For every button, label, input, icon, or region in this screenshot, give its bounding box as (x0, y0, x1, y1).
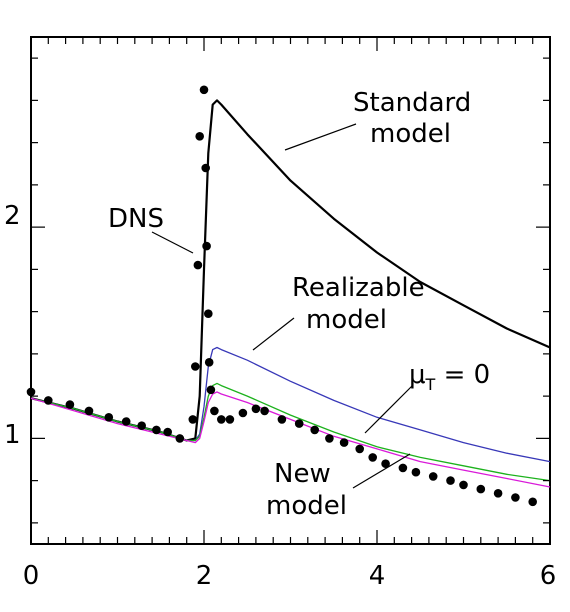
realizable-leader (252, 317, 295, 351)
dns-point (193, 260, 203, 270)
dns-point (446, 476, 455, 485)
dns-point (381, 459, 390, 469)
dns-point (411, 467, 421, 477)
dns-point (339, 438, 349, 447)
new-label-line-1: New (274, 459, 331, 489)
dns-point (493, 489, 503, 498)
dns-point (238, 408, 248, 418)
mu-t-subscript: T (425, 375, 436, 394)
dns-point (195, 132, 204, 141)
y-tick-labels: 1 2 (4, 201, 21, 450)
x-tick-labels: 0 2 4 6 (23, 561, 557, 591)
dns-point (202, 241, 211, 251)
dns-point (204, 309, 213, 319)
dns-point (368, 453, 378, 462)
dns-points (26, 85, 537, 507)
dns-point (26, 387, 36, 397)
dns-point (294, 419, 304, 428)
mu-t-tail: = 0 (435, 360, 490, 390)
mu-t-leader (364, 385, 413, 434)
mu-t-symbol: μ (409, 360, 426, 390)
x-tick-label: 6 (540, 561, 557, 591)
dns-point (201, 163, 210, 173)
mu-t-label: μT = 0 (409, 360, 490, 394)
dns-point (511, 493, 520, 502)
dns-point (398, 463, 408, 473)
dns-point (121, 417, 131, 426)
standard-label-line-2: model (370, 119, 451, 149)
dns-label: DNS (108, 204, 164, 234)
dns-point (152, 425, 161, 435)
dns-point (137, 421, 146, 431)
realizable-label-line-1: Realizable (292, 273, 425, 303)
standard-leader (284, 123, 357, 151)
dns-point (163, 427, 172, 437)
dns-point (175, 434, 185, 443)
dns-point (204, 358, 214, 367)
standard-label-line-1: Standard (353, 88, 471, 118)
dns-point (251, 404, 261, 414)
dns-point (206, 385, 216, 395)
dns-point (104, 413, 114, 422)
x-tick-label: 4 (369, 561, 386, 591)
annotations: DNS Standard model Realizable model μT =… (108, 88, 490, 521)
x-tick-label: 0 (23, 561, 40, 591)
dns-point (217, 415, 226, 424)
dns-point (325, 434, 334, 443)
new-label-line-2: model (266, 491, 347, 521)
dns-point (428, 472, 438, 481)
dns-point (225, 415, 235, 424)
x-tick-label: 2 (196, 561, 213, 591)
dns-point (191, 362, 200, 371)
curves (30, 99, 551, 488)
new-leader (352, 453, 411, 489)
dns-point (310, 425, 320, 435)
dns-point (84, 406, 94, 416)
dns-leader (151, 231, 194, 254)
dns-point (65, 400, 75, 409)
dns-point (355, 444, 365, 454)
dns-point (260, 406, 269, 416)
dns-point (188, 415, 198, 424)
y-tick-label: 2 (4, 201, 21, 231)
dns-point (199, 85, 209, 95)
dns-point (459, 480, 468, 490)
dns-point (44, 396, 53, 405)
dns-point (210, 406, 219, 416)
axis-ticks (30, 37, 551, 544)
dns-point (476, 484, 486, 494)
dns-point (528, 497, 537, 507)
realizable-label-line-2: model (306, 305, 387, 335)
y-tick-label: 1 (4, 420, 21, 450)
dns-point (277, 415, 287, 424)
